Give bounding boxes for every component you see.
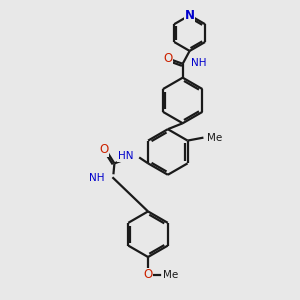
Text: N: N bbox=[184, 9, 195, 22]
Text: HN: HN bbox=[118, 152, 133, 161]
Text: O: O bbox=[99, 143, 108, 156]
Text: Me: Me bbox=[207, 133, 223, 142]
Text: NH: NH bbox=[190, 58, 206, 68]
Text: Me: Me bbox=[163, 270, 178, 280]
Text: O: O bbox=[143, 268, 153, 281]
Text: NH: NH bbox=[89, 173, 104, 183]
Text: O: O bbox=[163, 52, 172, 65]
